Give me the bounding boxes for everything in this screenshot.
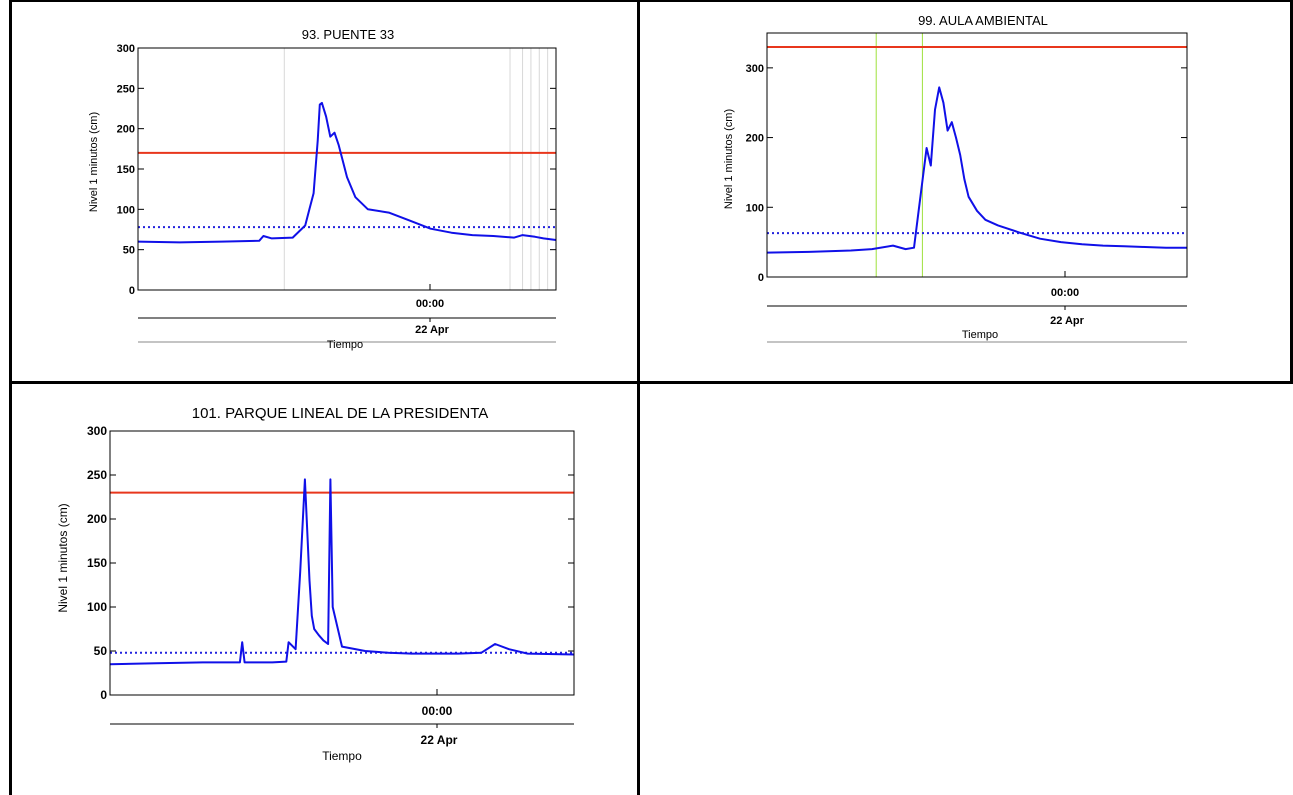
y-tick-label: 150 xyxy=(117,164,135,176)
y-tick-label: 200 xyxy=(87,512,107,526)
grid-right-border xyxy=(1290,0,1293,381)
y-tick-label: 250 xyxy=(117,83,135,95)
x-tick-time: 00:00 xyxy=(416,298,444,310)
y-axis-label-group: Nivel 1 minutos (cm) xyxy=(56,503,70,612)
series-line-0 xyxy=(766,86,1187,254)
y-tick-label: 300 xyxy=(746,63,764,75)
x-tick-date: 22 Apr xyxy=(415,324,450,336)
y-tick-label: 300 xyxy=(87,424,107,438)
grid-middle-horizontal xyxy=(9,381,1293,384)
x-tick-date: 22 Apr xyxy=(1050,315,1085,327)
y-tick-label: 50 xyxy=(123,245,135,257)
series-line-0 xyxy=(137,101,557,244)
x-axis-label: Tiempo xyxy=(327,339,363,351)
plot-frame xyxy=(137,47,557,291)
y-tick-label: 200 xyxy=(746,133,764,145)
plot-area: 0 50 100 150 200 250 300 xyxy=(87,424,575,728)
grid-top-border xyxy=(9,0,1293,2)
plot-area: 0 100 200 300 xyxy=(746,32,1188,343)
chart-title: 101. PARQUE LINEAL DE LA PRESIDENTA xyxy=(192,405,489,422)
y-tick-label: 150 xyxy=(87,556,107,570)
x-tick-time: 00:00 xyxy=(422,704,453,718)
plot-frame xyxy=(766,32,1188,278)
x-tick-time: 00:00 xyxy=(1051,287,1079,299)
plot-area: 0 50 100 150 200 250 300 xyxy=(117,43,557,343)
y-tick-label: 200 xyxy=(117,124,135,136)
chart-panel-aula-ambiental: 99. AULA AMBIENTAL Nivel 1 minutos (cm) … xyxy=(723,13,1188,343)
y-tick-label: 0 xyxy=(129,285,135,297)
y-axis-label: Nivel 1 minutos (cm) xyxy=(56,503,70,612)
y-tick-label: 50 xyxy=(94,644,108,658)
chart-title: 93. PUENTE 33 xyxy=(302,27,395,42)
x-tick-date: 22 Apr xyxy=(421,733,458,747)
y-tick-label: 100 xyxy=(746,202,764,214)
chart-panel-parque-lineal: 101. PARQUE LINEAL DE LA PRESIDENTA Nive… xyxy=(56,405,575,763)
y-tick-label: 250 xyxy=(87,468,107,482)
y-axis-label-group: Nivel 1 minutos (cm) xyxy=(88,112,100,212)
y-tick-label: 300 xyxy=(117,43,135,55)
y-axis-label: Nivel 1 minutos (cm) xyxy=(723,109,735,209)
chart-title: 99. AULA AMBIENTAL xyxy=(918,13,1048,28)
x-axis-label: Tiempo xyxy=(962,329,998,341)
grid-vertical-divider xyxy=(637,0,640,795)
y-tick-label: 0 xyxy=(758,272,764,284)
x-axis-label: Tiempo xyxy=(322,749,362,763)
y-tick-label: 100 xyxy=(117,204,135,216)
plot-frame xyxy=(109,430,575,696)
y-tick-label: 0 xyxy=(100,688,107,702)
chart-panel-puente-33: 93. PUENTE 33 Nivel 1 minutos (cm) 0 50 10… xyxy=(88,27,557,351)
grid-left-border xyxy=(9,0,12,795)
y-tick-label: 100 xyxy=(87,600,107,614)
y-axis-label: Nivel 1 minutos (cm) xyxy=(88,112,100,212)
series-line-0 xyxy=(109,478,575,666)
y-axis-label-group: Nivel 1 minutos (cm) xyxy=(723,109,735,209)
